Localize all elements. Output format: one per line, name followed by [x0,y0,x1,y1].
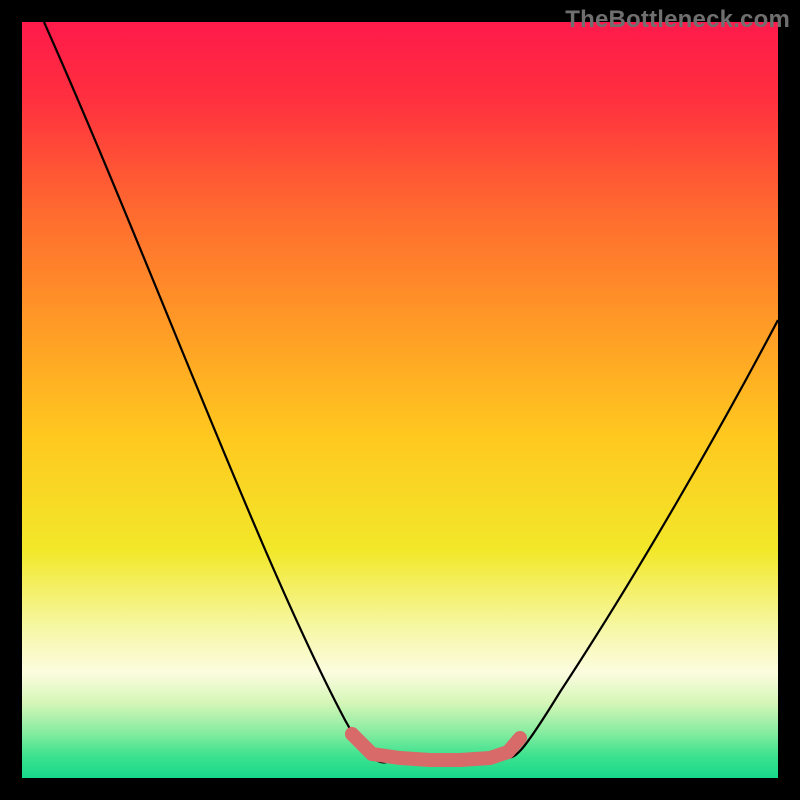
chart-frame: TheBottleneck.com [0,0,800,800]
gradient-background [22,22,778,778]
bottleneck-chart [0,0,800,800]
